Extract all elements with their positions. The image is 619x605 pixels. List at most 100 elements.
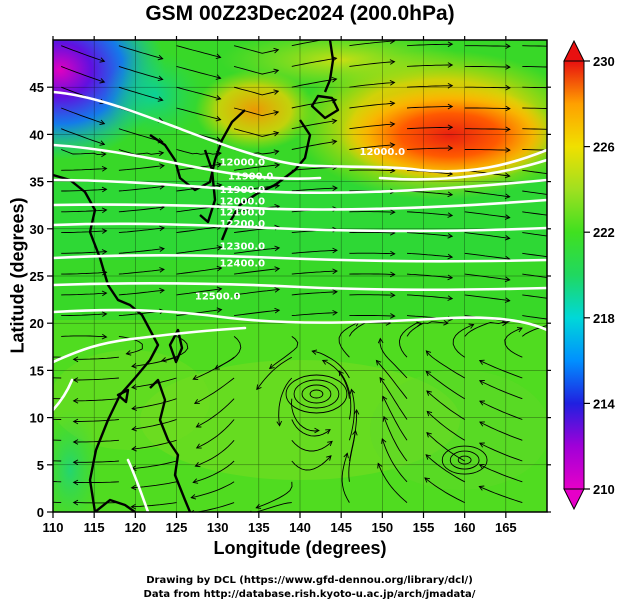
contour-line [53,281,547,292]
streamline [176,226,222,234]
height-contours [53,90,547,512]
circulation-ring [457,455,472,465]
streamline-arrowhead [426,410,433,417]
y-tick-label: 5 [37,458,44,473]
contour-line [53,222,547,233]
streamline [118,289,165,296]
streamline [61,271,107,275]
colorbar-tick-label: 218 [593,311,615,326]
streamline-arrowhead [389,209,396,215]
contour-line [53,308,547,332]
y-tick-label: 10 [30,411,44,426]
streamline-arrowhead [157,54,164,61]
x-tick-label: 140 [289,520,311,535]
streamline-arrowhead [159,287,165,294]
streamline [73,481,119,484]
streamline [118,45,163,60]
streamline-arrowhead [101,228,108,234]
streamline [406,126,453,130]
streamline-arrowhead [72,356,79,363]
streamline-arrowhead [389,59,396,65]
streamline-arrowhead [426,431,432,438]
streamline-arrowhead [327,440,333,447]
streamline [348,389,355,441]
streamline-arrowhead [382,395,388,402]
circulation-ring [293,379,340,409]
streamline [349,315,395,317]
streamline [234,288,280,296]
streamline-arrowhead [160,357,167,363]
streamline [176,309,222,317]
streamline-arrowhead [343,452,349,459]
streamline [349,294,395,296]
streamline-arrowhead [516,327,523,333]
streamline [131,356,177,367]
streamline [464,45,510,47]
streamline [479,421,523,441]
streamline-arrowhead [478,359,485,365]
streamline-arrowhead [192,374,199,381]
streamline-arrowhead [332,289,338,295]
streamline-arrowhead [447,145,454,151]
streamline [291,419,331,437]
contour-label: 12000.0 [360,147,406,158]
streamline [479,464,523,483]
streamline [464,252,510,260]
streamline-arrowhead [131,384,137,390]
streamline [61,230,107,234]
streamline-arrowhead [314,427,320,434]
streamline [61,335,107,338]
streamline [406,106,453,109]
streamline-arrowhead [479,421,485,427]
streamline-arrowhead [338,370,344,377]
streamline-arrowhead [478,380,485,386]
y-tick-label: 25 [30,269,44,284]
streamline [254,502,292,512]
streamline-arrowhead [72,479,79,486]
streamline-arrowhead [447,253,454,260]
contour-line [53,178,547,195]
streamline-arrowhead [332,268,338,275]
coastline-borneo [94,498,136,512]
circulation-ring [449,450,480,470]
streamline [406,190,453,196]
streamline-arrowhead [273,68,280,75]
streamline-arrowhead [447,103,454,110]
coastline-hainan [116,388,130,404]
streamline-arrowhead [468,323,475,329]
streamline-arrowhead [504,214,511,220]
streamline [194,377,235,404]
streamline-arrowhead [72,418,79,425]
streamline-arrowhead [215,95,222,101]
streamline-arrowhead [16,353,21,358]
streamline [479,380,523,400]
streamline [191,481,235,499]
streamline [256,356,293,390]
streamline [406,211,453,216]
streamline [522,86,547,89]
streamline-arrowhead [159,163,165,169]
streamline-arrowhead [273,149,280,155]
streamline [479,486,523,504]
streamline [479,442,523,462]
streamline-arrowhead [332,309,338,316]
streamline-arrowhead [159,267,165,273]
streamline-arrowhead [443,320,449,326]
streamline-arrowhead [389,121,396,128]
contour-line [53,378,74,412]
streamline [118,248,165,254]
streamline [61,292,107,296]
streamline-arrowhead [425,454,432,460]
streamline-arrowhead [426,390,432,396]
streamline [291,455,332,471]
x-tick-label: 150 [371,520,393,535]
colorbar-tick-label: 210 [593,482,615,497]
streamline-arrowhead [157,75,164,82]
streamline [193,460,235,483]
streamline-arrowhead [424,477,430,483]
streamline [425,454,465,483]
streamline [406,252,453,258]
streamline [132,419,177,430]
streamline [195,439,235,467]
contour-line [126,458,150,512]
